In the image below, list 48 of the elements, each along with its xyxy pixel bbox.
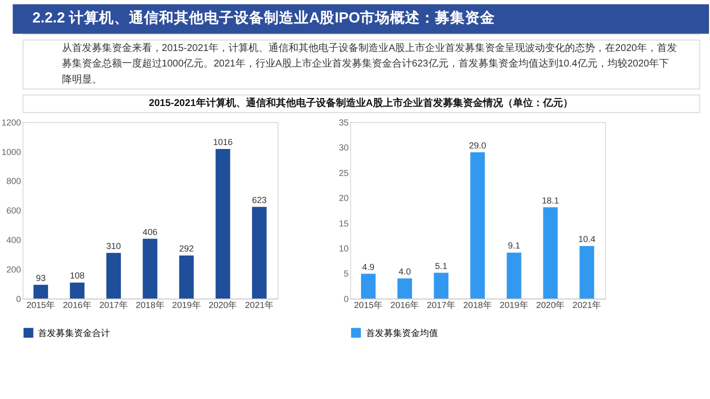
data-label: 623 xyxy=(252,194,267,205)
y-tick-label: 10 xyxy=(338,243,349,254)
data-label: 18.1 xyxy=(542,195,560,206)
data-label: 406 xyxy=(142,226,158,237)
x-tick-label: 2021年 xyxy=(572,300,602,310)
y-tick-label: 800 xyxy=(6,176,22,186)
y-tick-label: 1200 xyxy=(1,117,22,128)
x-tick-label: 2019年 xyxy=(172,300,201,310)
x-tick-label: 2018年 xyxy=(463,300,492,310)
x-tick-label: 2015年 xyxy=(26,300,56,310)
legend-label: 首发募集资金合计 xyxy=(38,328,110,338)
x-tick-label: 2016年 xyxy=(390,300,420,310)
y-tick-label: 20 xyxy=(338,193,349,204)
data-label: 4.0 xyxy=(398,266,411,276)
y-tick-label: 0 xyxy=(344,294,349,304)
data-label: 29.0 xyxy=(469,140,486,150)
data-label: 1016 xyxy=(213,137,233,148)
y-tick-label: 5 xyxy=(344,268,349,279)
y-tick-label: 400 xyxy=(6,235,22,246)
data-label: 9.1 xyxy=(508,240,520,251)
x-tick-label: 2016年 xyxy=(62,300,92,310)
data-label: 310 xyxy=(106,240,122,251)
y-tick-label: 0 xyxy=(16,294,22,304)
data-label: 108 xyxy=(70,270,85,281)
x-tick-label: 2019年 xyxy=(500,300,528,310)
legend-label: 首发募集资金均值 xyxy=(366,328,438,338)
x-tick-label: 2015年 xyxy=(354,300,383,310)
data-label: 4.9 xyxy=(362,262,375,272)
x-tick-label: 2017年 xyxy=(426,300,456,310)
y-tick-label: 30 xyxy=(338,142,349,153)
y-tick-label: 200 xyxy=(6,264,22,274)
y-tick-label: 600 xyxy=(6,206,22,216)
y-tick-label: 35 xyxy=(338,117,349,128)
data-label: 93 xyxy=(36,272,46,283)
text: 2.2.2 计算机、通信和其他电子设备制造业A股IPO市场概述：募集资金 xyxy=(32,8,496,27)
x-tick-label: 2021年 xyxy=(245,300,274,310)
data-label: 292 xyxy=(179,244,194,254)
x-tick-label: 2017年 xyxy=(99,300,128,310)
x-tick-label: 2020年 xyxy=(536,300,565,310)
y-tick-label: 25 xyxy=(338,168,349,178)
text: 从首发募集资金来看，2015-2021年，计算机、通信和其他电子设备制造业A股上市企业首发募集资金呈现波动变化的态势，在2020年，首发募集资金总额一度超过1000亿元。2021年，行业A股上市企业首发募集资金合计623亿元，首发募集资金均值达到10.4亿元，均较2020年下降明显。 xyxy=(62,42,677,86)
y-tick-label: 15 xyxy=(338,218,349,228)
text: 2015-2021年计算机、通信和其他电子设备制造业A股上市企业首发募集资金情况（单位：亿元） xyxy=(148,96,573,109)
x-tick-label: 2018年 xyxy=(136,300,164,310)
y-tick-label: 1000 xyxy=(1,146,22,157)
x-tick-label: 2020年 xyxy=(208,300,238,310)
data-label: 5.1 xyxy=(435,260,448,271)
data-label: 10.4 xyxy=(578,234,596,244)
